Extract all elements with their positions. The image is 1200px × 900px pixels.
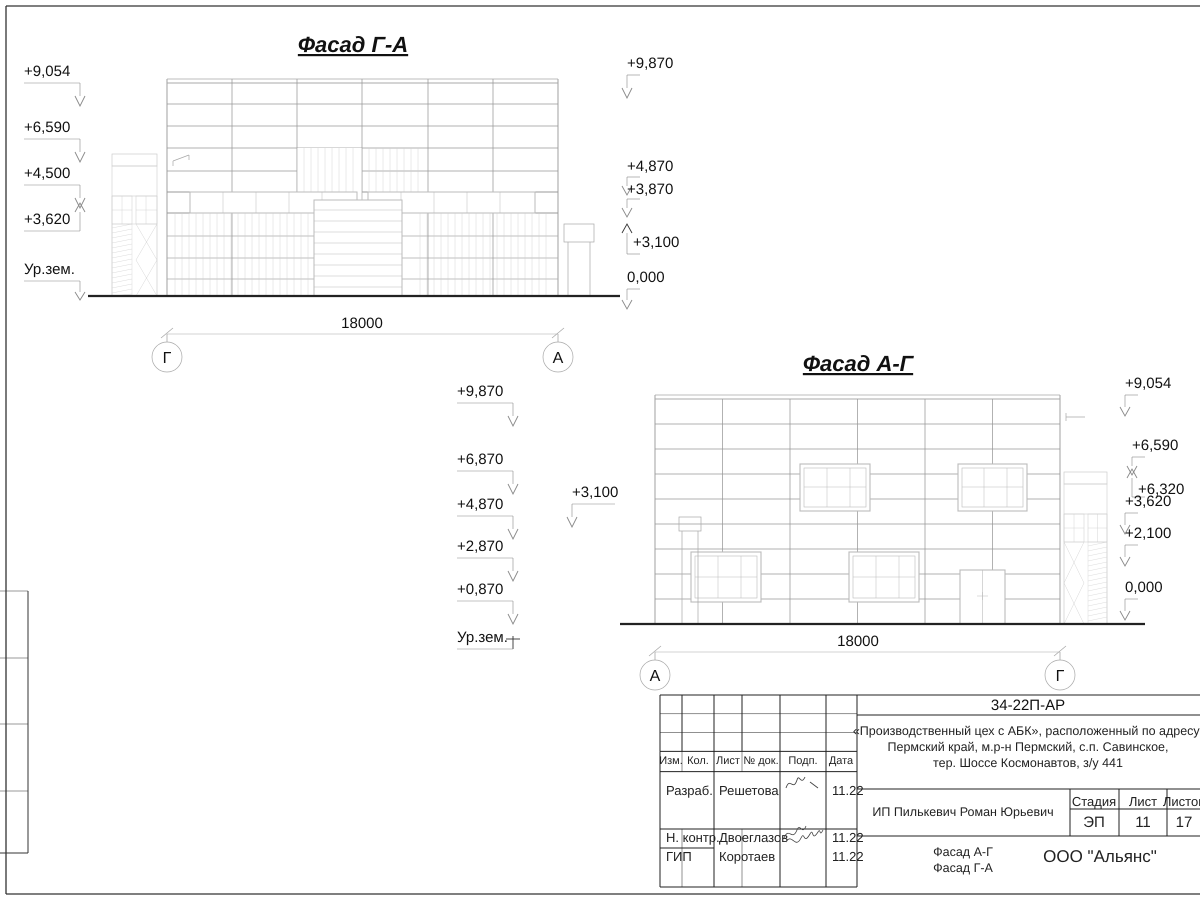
svg-text:+3,100: +3,100	[633, 234, 679, 251]
svg-text:11.22: 11.22	[832, 849, 864, 864]
svg-text:Г: Г	[1056, 668, 1065, 685]
svg-text:ООО "Альянс": ООО "Альянс"	[1043, 847, 1157, 866]
svg-text:+9,054: +9,054	[1125, 375, 1171, 392]
svg-text:+3,620: +3,620	[1125, 493, 1171, 510]
svg-text:+9,870: +9,870	[627, 55, 673, 72]
svg-text:+2,870: +2,870	[457, 538, 503, 555]
svg-text:Подп.: Подп.	[788, 755, 817, 767]
svg-text:A: A	[553, 350, 564, 367]
svg-text:Стадия: Стадия	[1072, 794, 1116, 809]
svg-text:тер. Шоссе Космонавтов, з/у 44: тер. Шоссе Космонавтов, з/у 441	[933, 756, 1123, 770]
svg-text:«Производственный цех с АБК»,: «Производственный цех с АБК», расположен…	[853, 724, 1200, 738]
svg-text:+6,590: +6,590	[1132, 437, 1178, 454]
svg-text:+4,870: +4,870	[627, 158, 673, 175]
svg-text:ИП Пилькевич Роман Юрьевич: ИП Пилькевич Роман Юрьевич	[872, 805, 1053, 819]
svg-text:Ур.зем.: Ур.зем.	[24, 261, 75, 278]
svg-text:Лист: Лист	[1129, 794, 1157, 809]
svg-text:№ док.: № док.	[743, 755, 778, 767]
svg-text:Листов: Листов	[1163, 794, 1200, 809]
svg-text:Решетова: Решетова	[719, 783, 779, 798]
svg-text:Фасад Г-А: Фасад Г-А	[298, 32, 408, 57]
svg-text:+6,590: +6,590	[24, 119, 70, 136]
svg-text:Коротаев: Коротаев	[719, 849, 775, 864]
svg-text:Лист: Лист	[716, 755, 740, 767]
svg-text:+2,100: +2,100	[1125, 525, 1171, 542]
svg-text:Дата: Дата	[829, 755, 854, 767]
svg-text:ГИП: ГИП	[666, 849, 692, 864]
svg-text:+4,870: +4,870	[457, 496, 503, 513]
svg-text:+3,100: +3,100	[572, 484, 618, 501]
svg-text:0,000: 0,000	[627, 269, 665, 286]
svg-text:18000: 18000	[341, 315, 383, 332]
svg-text:18000: 18000	[837, 633, 879, 650]
svg-text:Разраб.: Разраб.	[666, 783, 713, 798]
svg-text:Изм.: Изм.	[659, 755, 683, 767]
svg-text:+0,870: +0,870	[457, 581, 503, 598]
svg-text:Пермский край, м.р-н Пермский,: Пермский край, м.р-н Пермский, с.п. Сави…	[888, 740, 1169, 754]
svg-text:11: 11	[1135, 814, 1151, 831]
svg-text:Н. контр.: Н. контр.	[666, 830, 720, 845]
svg-text:Кол.: Кол.	[687, 755, 709, 767]
svg-text:11.22: 11.22	[832, 830, 864, 845]
svg-text:17: 17	[1176, 814, 1193, 831]
svg-text:+4,500: +4,500	[24, 165, 70, 182]
svg-text:34-22П-АР: 34-22П-АР	[991, 697, 1065, 714]
svg-text:Г: Г	[163, 350, 172, 367]
svg-text:+3,620: +3,620	[24, 211, 70, 228]
svg-text:+3,870: +3,870	[627, 181, 673, 198]
svg-text:Фасад Г-А: Фасад Г-А	[933, 861, 993, 875]
svg-text:A: A	[650, 668, 661, 685]
svg-text:+9,054: +9,054	[24, 63, 70, 80]
svg-text:ЭП: ЭП	[1083, 814, 1105, 831]
svg-text:+6,870: +6,870	[457, 451, 503, 468]
svg-text:11.22: 11.22	[832, 783, 864, 798]
svg-text:Ур.зем.: Ур.зем.	[457, 629, 508, 646]
svg-text:Фасад А-Г: Фасад А-Г	[803, 351, 915, 376]
svg-text:0,000: 0,000	[1125, 579, 1163, 596]
svg-text:Двоеглазов: Двоеглазов	[719, 830, 788, 845]
svg-text:Фасад А-Г: Фасад А-Г	[933, 845, 993, 859]
svg-text:+9,870: +9,870	[457, 383, 503, 400]
